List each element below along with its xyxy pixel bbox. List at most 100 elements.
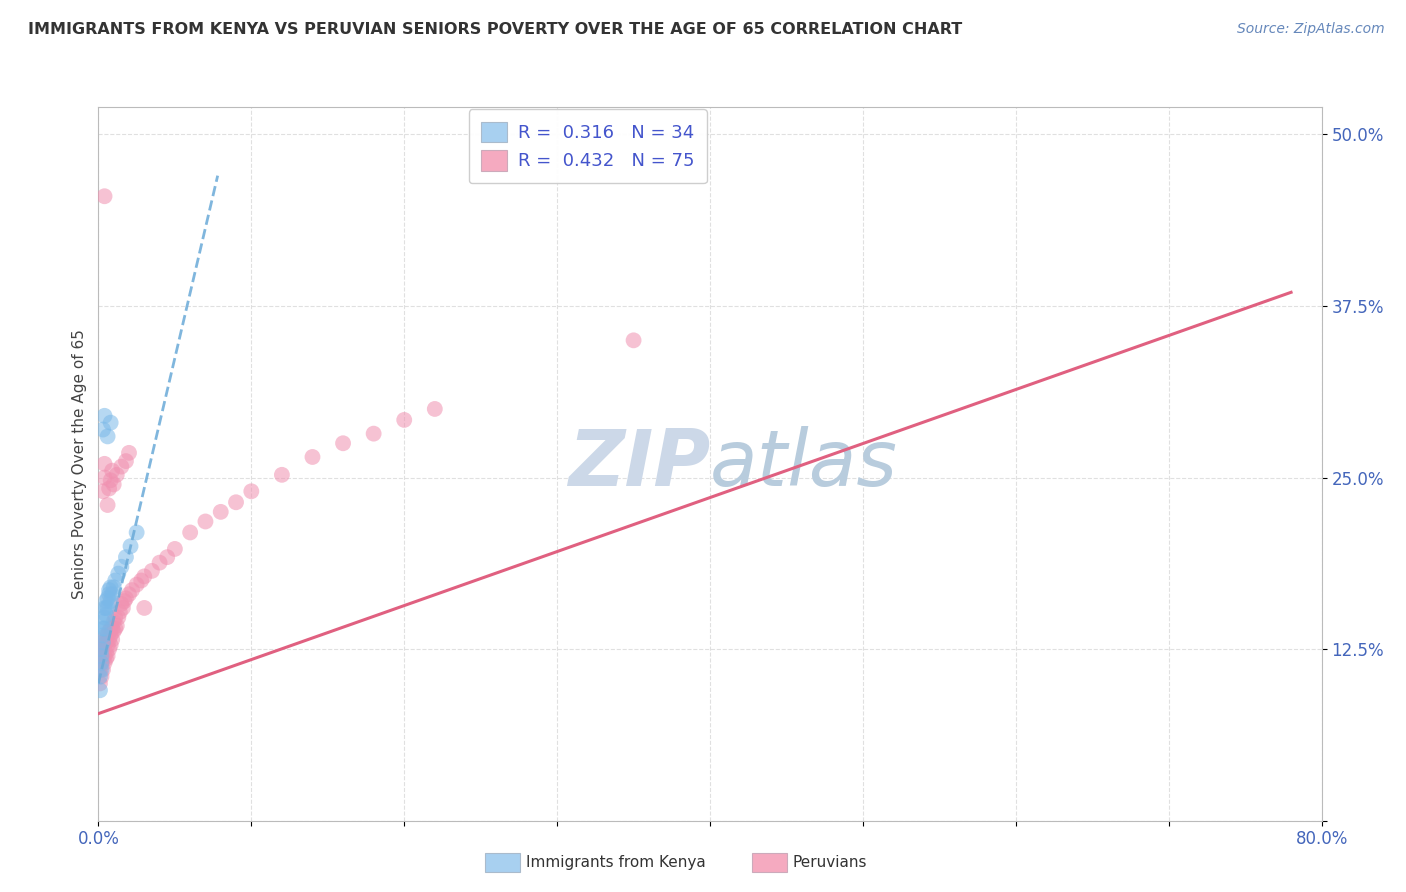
Point bbox=[179, 525, 201, 540]
Point bbox=[110, 459, 132, 474]
Point bbox=[91, 635, 114, 649]
Point bbox=[98, 482, 121, 496]
Point bbox=[90, 669, 112, 683]
Point bbox=[101, 622, 124, 636]
Point bbox=[89, 669, 111, 683]
Point bbox=[98, 587, 121, 601]
Point bbox=[90, 648, 112, 663]
Point bbox=[115, 591, 138, 606]
Point bbox=[101, 632, 124, 647]
Point bbox=[141, 564, 163, 578]
Point bbox=[125, 525, 148, 540]
Point bbox=[110, 597, 132, 611]
Point bbox=[156, 550, 179, 565]
Point bbox=[209, 505, 232, 519]
Point bbox=[108, 605, 131, 619]
Point bbox=[101, 464, 124, 478]
Point bbox=[118, 446, 141, 460]
Legend: R =  0.316   N = 34, R =  0.432   N = 75: R = 0.316 N = 34, R = 0.432 N = 75 bbox=[468, 109, 707, 183]
Point bbox=[98, 642, 121, 657]
Point bbox=[93, 638, 115, 652]
Point bbox=[90, 663, 112, 677]
Point bbox=[98, 624, 121, 639]
Point bbox=[93, 648, 115, 663]
Point bbox=[89, 676, 111, 690]
Point bbox=[97, 429, 120, 443]
Point bbox=[134, 601, 156, 615]
Point bbox=[97, 648, 120, 663]
Point bbox=[103, 615, 125, 629]
Point bbox=[91, 642, 114, 657]
Point bbox=[90, 648, 112, 663]
Point bbox=[392, 413, 416, 427]
Point bbox=[103, 580, 125, 594]
Point bbox=[98, 632, 121, 647]
Point bbox=[107, 610, 129, 624]
Point bbox=[121, 583, 143, 598]
Point bbox=[93, 656, 115, 670]
Point bbox=[94, 635, 117, 649]
Point bbox=[93, 189, 115, 203]
Point bbox=[103, 624, 125, 639]
Point bbox=[301, 450, 323, 464]
Point bbox=[93, 457, 115, 471]
Text: Peruvians: Peruvians bbox=[793, 855, 868, 870]
Text: ZIP: ZIP bbox=[568, 425, 710, 502]
Point bbox=[91, 622, 114, 636]
Point bbox=[94, 628, 117, 642]
Point bbox=[363, 426, 385, 441]
Point bbox=[100, 628, 122, 642]
Point bbox=[125, 577, 148, 591]
Y-axis label: Seniors Poverty Over the Age of 65: Seniors Poverty Over the Age of 65 bbox=[72, 329, 87, 599]
Point bbox=[129, 574, 152, 588]
Point bbox=[97, 601, 120, 615]
Point bbox=[93, 470, 115, 484]
Point bbox=[112, 594, 135, 608]
Point bbox=[94, 651, 117, 665]
Point bbox=[104, 610, 127, 624]
Point bbox=[134, 569, 156, 583]
Point bbox=[110, 559, 132, 574]
Point bbox=[101, 587, 124, 601]
Point bbox=[97, 628, 120, 642]
Point bbox=[120, 539, 142, 553]
Point bbox=[115, 550, 138, 565]
Point bbox=[91, 651, 114, 665]
Point bbox=[97, 638, 120, 652]
Point bbox=[100, 416, 122, 430]
Point bbox=[105, 467, 128, 482]
Text: IMMIGRANTS FROM KENYA VS PERUVIAN SENIORS POVERTY OVER THE AGE OF 65 CORRELATION: IMMIGRANTS FROM KENYA VS PERUVIAN SENIOR… bbox=[28, 22, 962, 37]
Point bbox=[94, 594, 117, 608]
Point bbox=[93, 601, 115, 615]
Point bbox=[240, 484, 263, 499]
Point bbox=[149, 556, 172, 570]
Point bbox=[98, 583, 121, 598]
Point bbox=[91, 628, 114, 642]
Point bbox=[93, 409, 115, 423]
Point bbox=[194, 515, 217, 529]
Point bbox=[111, 601, 134, 615]
Text: Source: ZipAtlas.com: Source: ZipAtlas.com bbox=[1237, 22, 1385, 37]
Point bbox=[94, 607, 117, 622]
Point bbox=[100, 594, 122, 608]
Text: atlas: atlas bbox=[710, 425, 898, 502]
Point bbox=[100, 580, 122, 594]
Point bbox=[163, 541, 186, 556]
Point bbox=[93, 610, 115, 624]
Point bbox=[90, 656, 112, 670]
Point bbox=[97, 498, 120, 512]
Point bbox=[623, 334, 645, 348]
Point bbox=[225, 495, 247, 509]
Point bbox=[91, 423, 114, 437]
Point bbox=[115, 454, 138, 468]
Point bbox=[332, 436, 354, 450]
Point bbox=[90, 642, 112, 657]
Point bbox=[91, 635, 114, 649]
Point bbox=[91, 484, 114, 499]
Point bbox=[93, 622, 115, 636]
Point bbox=[91, 615, 114, 629]
Point bbox=[104, 622, 127, 636]
Point bbox=[89, 683, 111, 698]
Point bbox=[90, 642, 112, 657]
Point bbox=[91, 663, 114, 677]
